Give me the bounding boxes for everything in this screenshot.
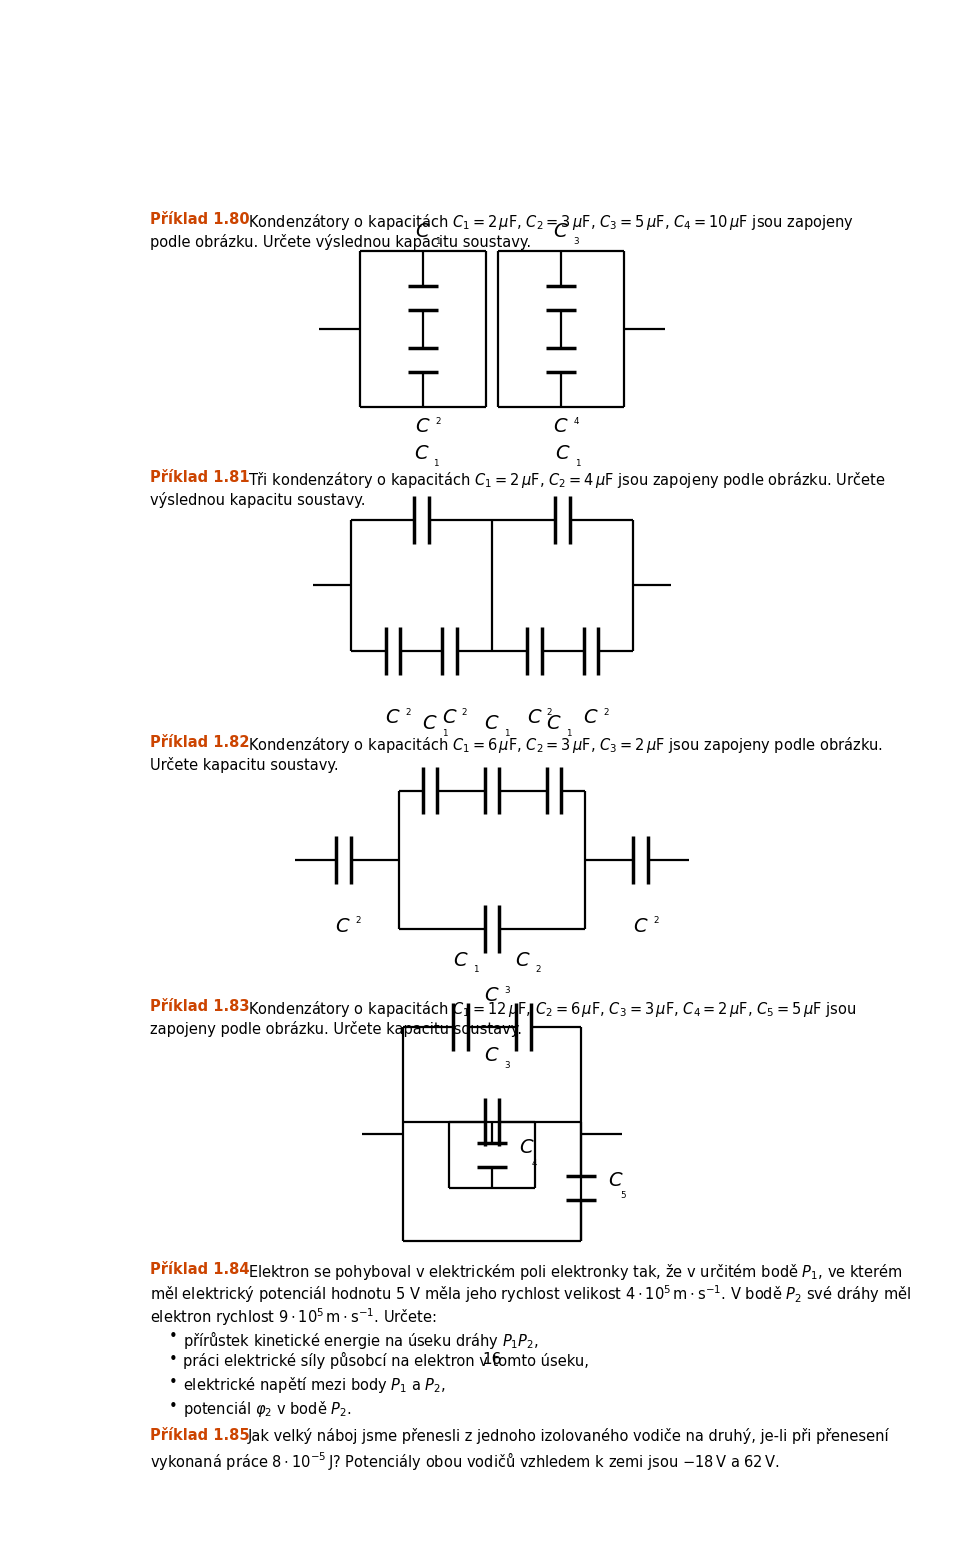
Text: výslednou kapacitu soustavy.: výslednou kapacitu soustavy. xyxy=(150,493,365,508)
Text: $_2$: $_2$ xyxy=(653,914,660,926)
Text: $_1$: $_1$ xyxy=(442,726,448,739)
Text: elektron rychlost $9 \cdot 10^5\,\mathrm{m\cdot s^{-1}}$. Určete:: elektron rychlost $9 \cdot 10^5\,\mathrm… xyxy=(150,1306,437,1327)
Text: $C$: $C$ xyxy=(555,443,570,463)
Text: $_3$: $_3$ xyxy=(504,1058,511,1070)
Text: $_1$: $_1$ xyxy=(575,455,582,468)
Text: Příklad 1.85: Příklad 1.85 xyxy=(150,1428,250,1444)
Text: $C$: $C$ xyxy=(453,951,468,970)
Text: $C$: $C$ xyxy=(633,917,649,936)
Text: Elektron se pohyboval v elektrickém poli elektronky tak, že v určitém bodě $P_1$: Elektron se pohyboval v elektrickém poli… xyxy=(248,1262,902,1281)
Text: elektrické napětí mezi body $P_1$ a $P_2$,: elektrické napětí mezi body $P_1$ a $P_2… xyxy=(183,1376,446,1396)
Text: •: • xyxy=(168,1329,177,1345)
Text: $C$: $C$ xyxy=(518,1139,535,1157)
Text: $_2$: $_2$ xyxy=(546,705,553,717)
Text: $C$: $C$ xyxy=(583,708,599,728)
Text: $_1$: $_1$ xyxy=(435,234,442,246)
Text: Jak velký náboj jsme přenesli z jednoho izolovaného vodiče na druhý, je-li při p: Jak velký náboj jsme přenesli z jednoho … xyxy=(248,1428,890,1444)
Text: $_2$: $_2$ xyxy=(535,962,541,976)
Text: $_2$: $_2$ xyxy=(355,914,362,926)
Text: vykonaná práce $8 \cdot 10^{-5}\,\mathrm{J}$? Potenciály obou vodičů vzhledem k : vykonaná práce $8 \cdot 10^{-5}\,\mathrm… xyxy=(150,1450,780,1473)
Text: $C$: $C$ xyxy=(415,222,431,240)
Text: Příklad 1.83: Příklad 1.83 xyxy=(150,999,250,1015)
Text: Kondenzátory o kapacitách $C_1 = 6\,\mu$F, $C_2 = 3\,\mu$F, $C_3 = 2\,\mu$F jsou: Kondenzátory o kapacitách $C_1 = 6\,\mu$… xyxy=(248,734,883,754)
Text: $C$: $C$ xyxy=(385,708,401,728)
Text: $_2$: $_2$ xyxy=(405,705,412,717)
Text: Příklad 1.81: Příklad 1.81 xyxy=(150,469,250,485)
Text: Příklad 1.84: Příklad 1.84 xyxy=(150,1262,250,1276)
Text: $C$: $C$ xyxy=(415,417,431,437)
Text: měl elektrický potenciál hodnotu 5 V měla jeho rychlost velikost $4 \cdot 10^5\,: měl elektrický potenciál hodnotu 5 V měl… xyxy=(150,1284,911,1306)
Text: $C$: $C$ xyxy=(516,951,531,970)
Text: $C$: $C$ xyxy=(414,443,429,463)
Text: •: • xyxy=(168,1399,177,1414)
Text: $C$: $C$ xyxy=(422,714,438,733)
Text: zapojeny podle obrázku. Určete kapacitu soustavy.: zapojeny podle obrázku. Určete kapacitu … xyxy=(150,1021,522,1038)
Text: $C$: $C$ xyxy=(553,222,569,240)
Text: $_1$: $_1$ xyxy=(433,455,440,468)
Text: přírůstek kinetické energie na úseku dráhy $P_1P_2$,: přírůstek kinetické energie na úseku drá… xyxy=(183,1329,540,1351)
Text: $_2$: $_2$ xyxy=(462,705,468,717)
Text: Příklad 1.80: Příklad 1.80 xyxy=(150,212,250,228)
Text: $C$: $C$ xyxy=(608,1171,624,1190)
Text: $_5$: $_5$ xyxy=(620,1188,627,1202)
Text: $C$: $C$ xyxy=(484,987,500,1005)
Text: Určete kapacitu soustavy.: Určete kapacitu soustavy. xyxy=(150,756,338,773)
Text: $_1$: $_1$ xyxy=(565,726,573,739)
Text: potenciál $\varphi_2$ v bodě $P_2$.: potenciál $\varphi_2$ v bodě $P_2$. xyxy=(183,1399,352,1419)
Text: •: • xyxy=(168,1376,177,1391)
Text: $_3$: $_3$ xyxy=(504,982,511,996)
Text: $_2$: $_2$ xyxy=(603,705,610,717)
Text: •: • xyxy=(168,1352,177,1368)
Text: $C$: $C$ xyxy=(553,417,569,437)
Text: $_1$: $_1$ xyxy=(504,726,511,739)
Text: $_2$: $_2$ xyxy=(435,414,442,426)
Text: $C$: $C$ xyxy=(484,714,500,733)
Text: $C$: $C$ xyxy=(484,1046,500,1064)
Text: $C$: $C$ xyxy=(527,708,542,728)
Text: Kondenzátory o kapacitách $C_1 = 12\,\mu$F, $C_2 = 6\,\mu$F, $C_3 = 3\,\mu$F, $C: Kondenzátory o kapacitách $C_1 = 12\,\mu… xyxy=(248,999,856,1019)
Text: práci elektrické síly působcí na elektron v tomto úseku,: práci elektrické síly působcí na elektro… xyxy=(183,1352,589,1369)
Text: Kondenzátory o kapacitách $C_1 = 2\,\mu$F, $C_2 = 3\,\mu$F, $C_3 = 5\,\mu$F, $C_: Kondenzátory o kapacitách $C_1 = 2\,\mu$… xyxy=(248,212,853,232)
Text: podle obrázku. Určete výslednou kapacitu soustavy.: podle obrázku. Určete výslednou kapacitu… xyxy=(150,234,531,251)
Text: Tři kondenzátory o kapacitách $C_1 = 2\,\mu$F, $C_2 = 4\,\mu$F jsou zapojeny pod: Tři kondenzátory o kapacitách $C_1 = 2\,… xyxy=(248,469,885,489)
Text: $_4$: $_4$ xyxy=(531,1156,538,1168)
Text: $_3$: $_3$ xyxy=(573,234,580,246)
Text: $C$: $C$ xyxy=(546,714,562,733)
Text: 16: 16 xyxy=(482,1352,502,1366)
Text: $C$: $C$ xyxy=(335,917,351,936)
Text: $_4$: $_4$ xyxy=(573,414,580,426)
Text: Příklad 1.82: Příklad 1.82 xyxy=(150,734,250,750)
Text: $C$: $C$ xyxy=(442,708,457,728)
Text: $_1$: $_1$ xyxy=(472,962,479,976)
